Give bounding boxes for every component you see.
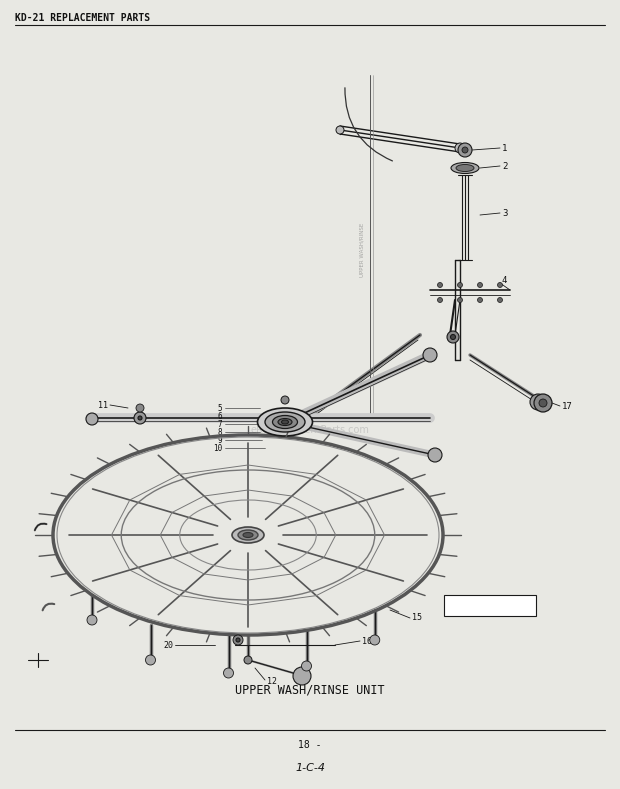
Circle shape: [233, 635, 243, 645]
Ellipse shape: [278, 418, 292, 425]
Text: KD-21 REPLACEMENT PARTS: KD-21 REPLACEMENT PARTS: [15, 13, 150, 23]
Circle shape: [458, 297, 463, 302]
Text: 18 -: 18 -: [298, 740, 322, 750]
Circle shape: [539, 399, 547, 407]
Ellipse shape: [456, 164, 474, 171]
Text: 15: 15: [412, 614, 422, 623]
Text: 11: 11: [98, 401, 108, 409]
Text: 1-C-4: 1-C-4: [295, 763, 325, 773]
Text: UPPER WASH/RINSE UNIT: UPPER WASH/RINSE UNIT: [235, 683, 385, 697]
Text: eReplacementParts.com: eReplacementParts.com: [250, 425, 370, 435]
Text: 6: 6: [218, 412, 222, 421]
Text: 20: 20: [163, 641, 173, 649]
Circle shape: [293, 667, 311, 685]
Circle shape: [458, 143, 472, 157]
Text: 17: 17: [562, 402, 573, 410]
Circle shape: [497, 282, 502, 287]
Ellipse shape: [265, 412, 305, 432]
Text: UPPER WASH/RINSE: UPPER WASH/RINSE: [360, 222, 365, 277]
Text: 12: 12: [267, 676, 277, 686]
Ellipse shape: [257, 408, 312, 436]
Circle shape: [477, 297, 482, 302]
Circle shape: [223, 668, 234, 678]
Text: 9: 9: [218, 436, 222, 444]
Circle shape: [336, 126, 344, 134]
Circle shape: [86, 413, 98, 425]
Text: PL-19287-1: PL-19287-1: [465, 601, 515, 611]
Circle shape: [428, 448, 442, 462]
Text: 8: 8: [218, 428, 222, 436]
Circle shape: [462, 147, 468, 153]
Circle shape: [438, 282, 443, 287]
Circle shape: [236, 638, 240, 642]
Ellipse shape: [273, 416, 298, 428]
Circle shape: [136, 404, 144, 412]
Circle shape: [458, 282, 463, 287]
Text: 7: 7: [218, 420, 222, 428]
Circle shape: [370, 635, 379, 645]
Circle shape: [455, 143, 465, 153]
Ellipse shape: [232, 527, 264, 543]
Circle shape: [134, 412, 146, 424]
Ellipse shape: [238, 530, 258, 540]
Ellipse shape: [281, 420, 288, 424]
Ellipse shape: [243, 533, 253, 537]
FancyBboxPatch shape: [444, 595, 536, 616]
Circle shape: [281, 396, 289, 404]
Text: 2: 2: [502, 162, 507, 170]
Circle shape: [438, 297, 443, 302]
Text: 16: 16: [362, 637, 372, 645]
Circle shape: [534, 394, 552, 412]
Circle shape: [244, 656, 252, 664]
Circle shape: [530, 394, 546, 410]
Ellipse shape: [451, 163, 479, 174]
Text: 4: 4: [502, 275, 507, 285]
Circle shape: [423, 348, 437, 362]
Text: 1: 1: [502, 144, 507, 152]
Circle shape: [138, 416, 142, 420]
Circle shape: [477, 282, 482, 287]
Text: 10: 10: [213, 443, 222, 453]
Circle shape: [301, 661, 311, 671]
Text: 3: 3: [502, 208, 507, 218]
Circle shape: [146, 655, 156, 665]
Circle shape: [451, 335, 456, 339]
Text: 5: 5: [218, 403, 222, 413]
Circle shape: [87, 615, 97, 625]
Circle shape: [447, 331, 459, 343]
Circle shape: [497, 297, 502, 302]
